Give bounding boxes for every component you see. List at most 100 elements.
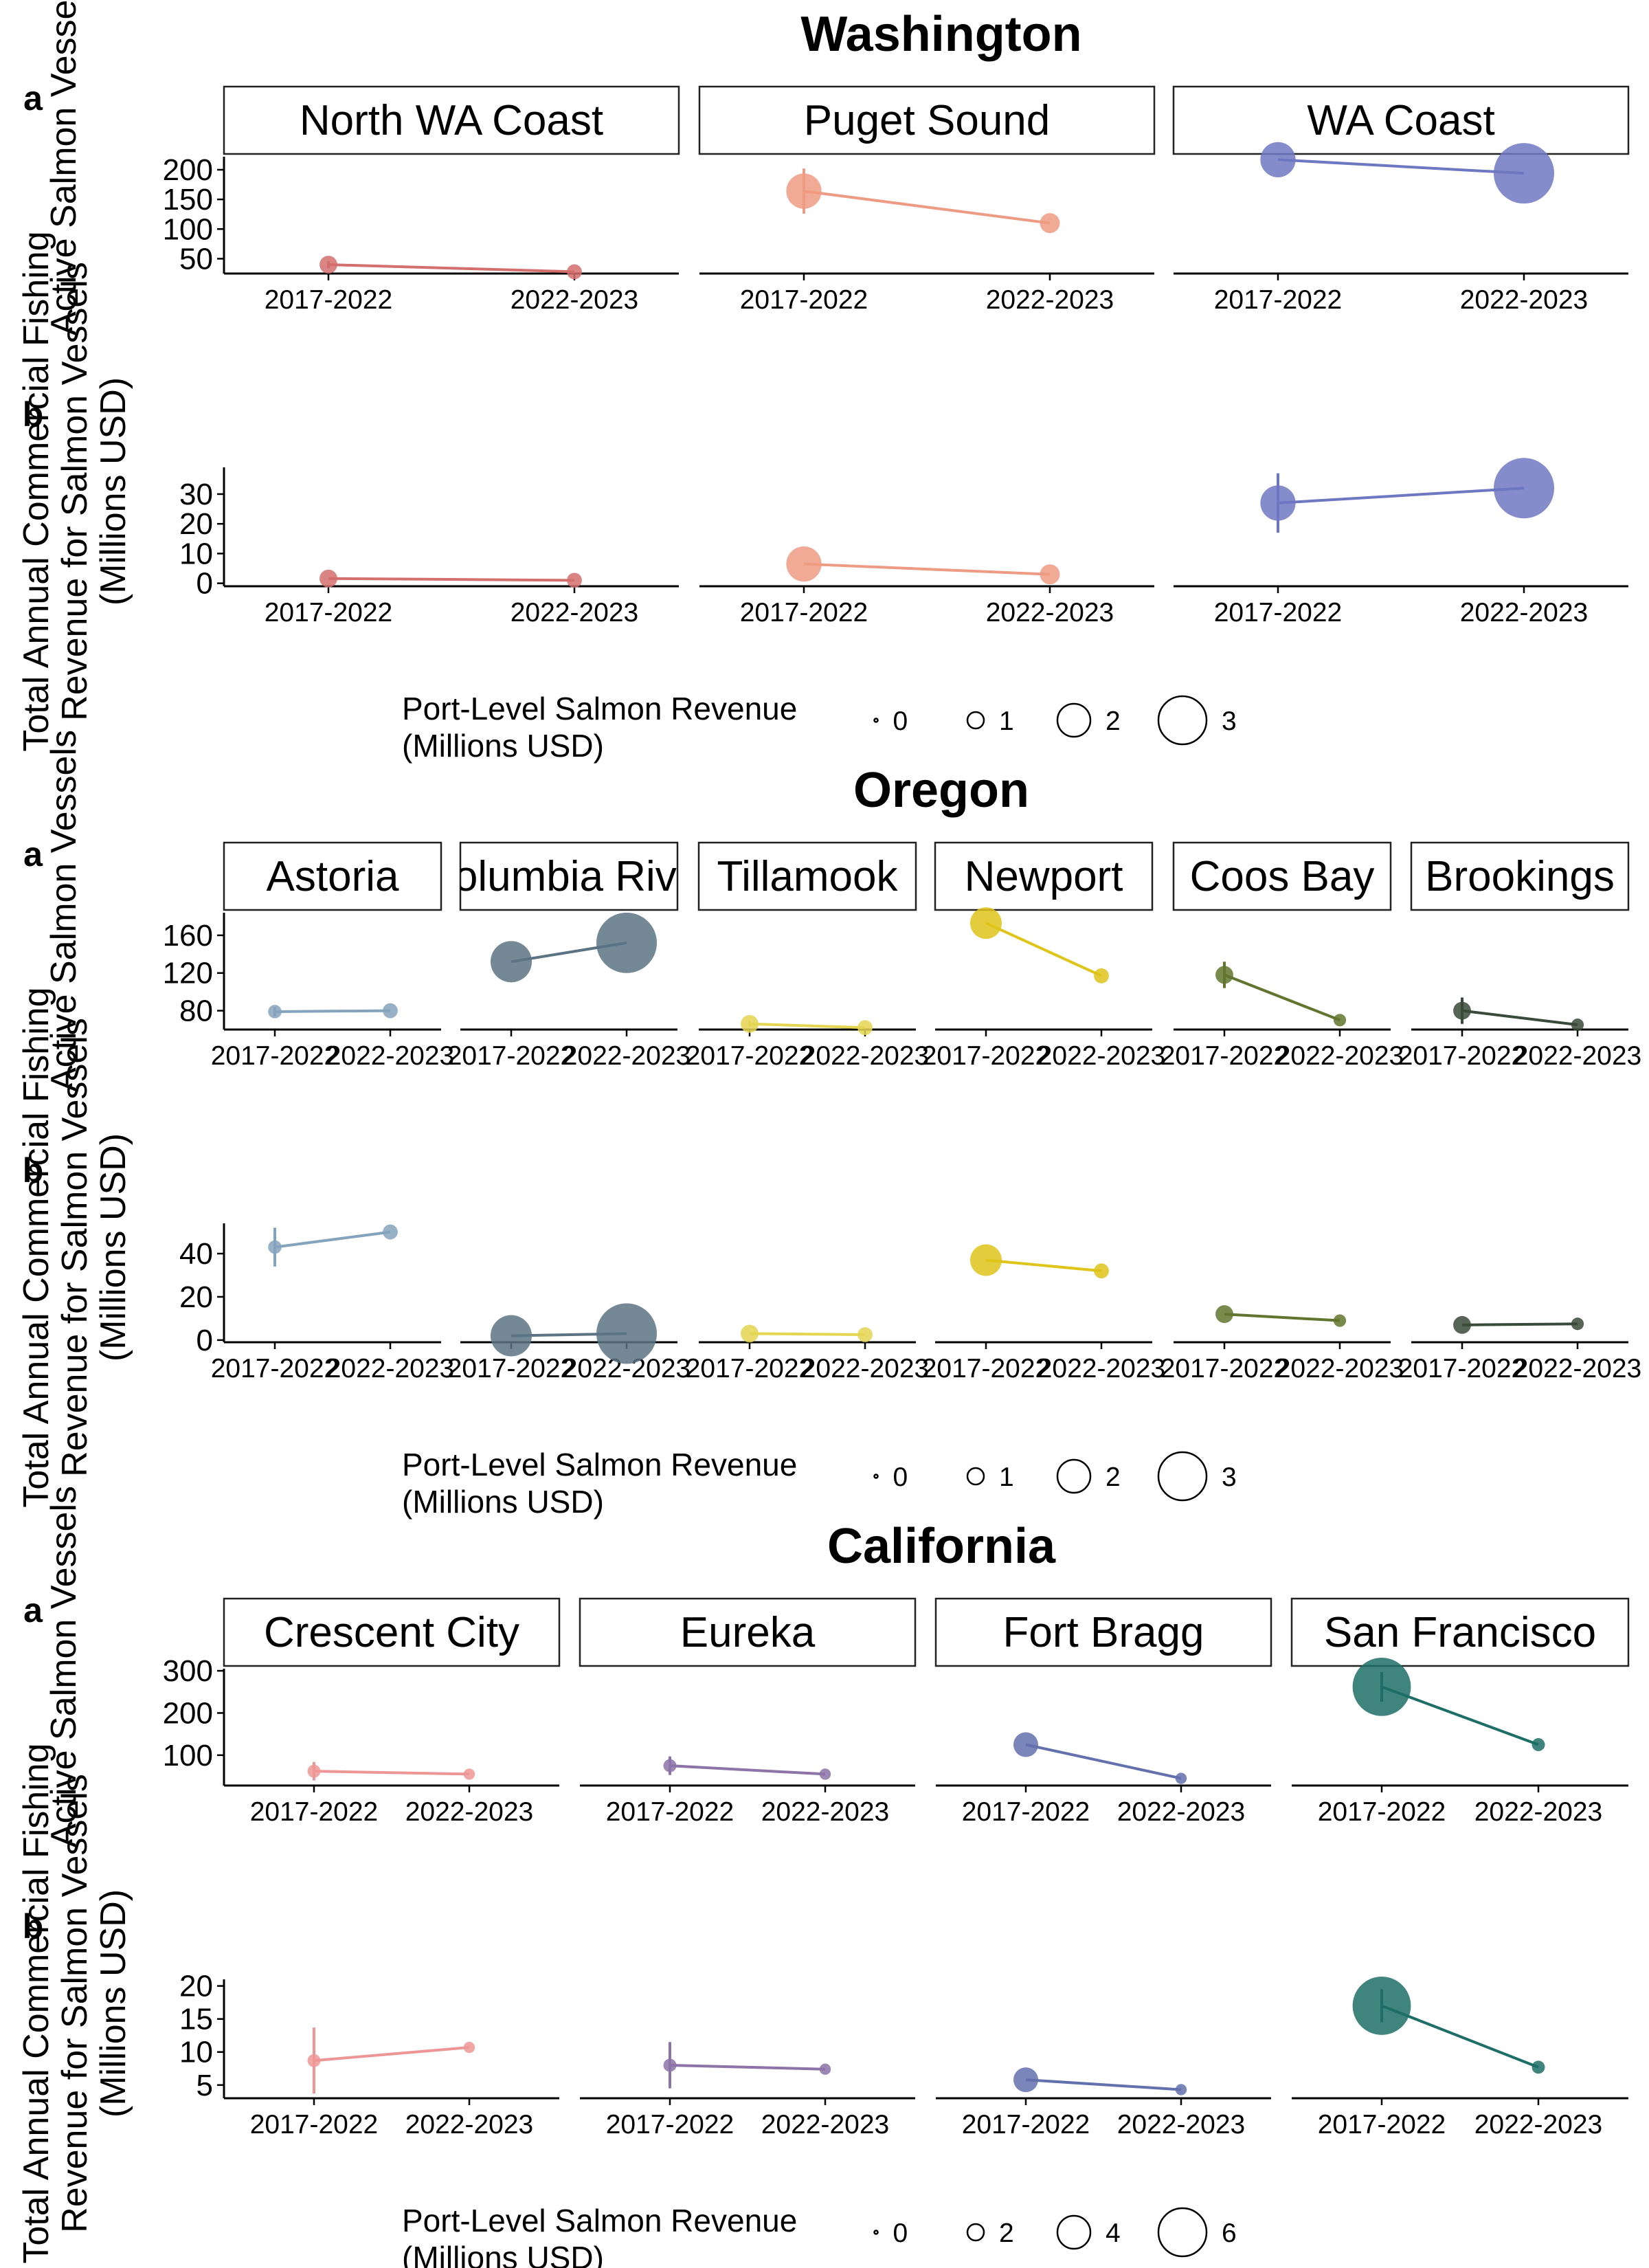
data-point: [1352, 1977, 1411, 2035]
panel-brookings: Brookings2017-20222022-20232017-20222022…: [1398, 841, 1641, 1383]
x-tick-label: 2022-2023: [1460, 285, 1589, 315]
x-tick-label: 2022-2023: [801, 1354, 930, 1383]
strip-box: [223, 85, 680, 155]
legend-label: 6: [1222, 2219, 1237, 2248]
data-point: [857, 1020, 873, 1036]
data-point: [1175, 1772, 1187, 1784]
data-point: [1094, 1263, 1109, 1279]
y-axis-label-line: Revenue for Salmon Vessels: [55, 1774, 95, 2233]
x-tick-label: 2022-2023: [1117, 1797, 1246, 1827]
data-point: [596, 912, 657, 973]
strip-box: [1290, 1597, 1630, 1667]
legend-title: Port-Level Salmon Revenue (Millions USD): [402, 691, 797, 764]
data-point: [268, 1005, 282, 1019]
panel-letter-a: a: [23, 79, 43, 118]
strip-label: Tillamook: [717, 853, 899, 900]
y-tick-label: 0: [197, 1324, 213, 1357]
strip-box: [697, 841, 917, 911]
legend-circle: [1157, 2207, 1208, 2258]
x-tick-label: 2022-2023: [801, 1041, 930, 1071]
data-point: [663, 1759, 677, 1772]
data-point: [1453, 1001, 1471, 1020]
panel-eureka: Eureka 2017-2022 2022-2023 2017-2022 2022-20…: [579, 1597, 917, 2139]
panel-coos-bay: Coos Bay2017-20222022-20232017-20222022-…: [1160, 841, 1404, 1383]
y-tick-label: 20: [179, 1280, 213, 1314]
panel-letter-a: a: [23, 1591, 43, 1630]
y-axis-label-line: (Millions USD): [93, 1133, 133, 1361]
x-tick-label: 2017-2022: [250, 2110, 379, 2139]
x-tick-label: 2017-2022: [1160, 1041, 1289, 1071]
y-axis-label-a: Active Salmon Vessels: [44, 730, 84, 1091]
strip-label: WA Coast: [1307, 97, 1494, 144]
legend-title: Port-Level Salmon Revenue (Millions USD): [402, 2203, 797, 2268]
x-tick-label: 2017-2022: [265, 598, 393, 627]
x-tick-label: 2017-2022: [1398, 1041, 1527, 1071]
data-point: [596, 1303, 657, 1364]
data-point: [1494, 143, 1554, 204]
y-tick-label: 50: [179, 242, 213, 276]
series-line: [1224, 1313, 1340, 1322]
legend-circle: [1157, 1451, 1208, 1502]
y-axis-label-a: Active Salmon Vessels: [44, 0, 84, 335]
panel-letter-a: a: [23, 835, 43, 874]
data-point: [1352, 1658, 1411, 1716]
x-tick-label: 2022-2023: [511, 285, 639, 315]
y-tick-label: 200: [163, 153, 213, 187]
panel-newport: Newport2017-20222022-20232017-20222022-2…: [922, 841, 1166, 1383]
x-tick-label: 2022-2023: [986, 598, 1114, 627]
strip-box: [934, 841, 1154, 911]
data-point: [1571, 1019, 1584, 1032]
x-tick-label: 2017-2022: [250, 1797, 379, 1827]
data-point: [383, 1224, 398, 1240]
data-point: [1040, 564, 1060, 585]
data-point: [1453, 1315, 1471, 1334]
strip-box: [223, 1597, 561, 1667]
legend-circle: [1056, 2214, 1092, 2250]
strip-box: [698, 85, 1156, 155]
series-line: [1025, 2078, 1182, 2091]
y-tick-label: 300: [163, 1654, 213, 1688]
x-tick-label: 2022-2023: [511, 598, 639, 627]
strip-box: [459, 841, 679, 911]
x-tick-label: 2022-2023: [1117, 2110, 1246, 2139]
panel-tillamook: Tillamook2017-20222022-20232017-20222022…: [686, 841, 930, 1383]
x-tick-label: 2017-2022: [606, 2110, 734, 2139]
data-point: [490, 941, 532, 983]
legend-circle: [873, 1474, 879, 1479]
data-point: [463, 1768, 475, 1780]
legend-circle: [1056, 702, 1092, 738]
series-line: [1277, 158, 1525, 175]
panel-puget-sound: Puget Sound 2017-2022 2022-2023 2017-2022 20…: [698, 85, 1156, 627]
data-point: [319, 569, 337, 588]
strip-box: [579, 1597, 917, 1667]
series-line: [313, 2046, 470, 2063]
y-tick-label: 20: [179, 507, 213, 541]
x-tick-label: 2022-2023: [1474, 2110, 1603, 2139]
y-axis-label-line: Active Salmon Vessels: [44, 730, 84, 1091]
strip-label: Coos Bay: [1190, 853, 1375, 900]
data-point: [463, 2041, 475, 2054]
series-line: [1277, 487, 1525, 504]
data-point: [786, 546, 822, 582]
y-tick-label: 120: [163, 957, 213, 990]
x-tick-label: 2017-2022: [1214, 598, 1343, 627]
y-axis-label-line: Revenue for Salmon Vessels: [55, 1018, 95, 1477]
x-tick-label: 2017-2022: [740, 598, 868, 627]
series-line: [669, 1764, 826, 1776]
y-tick-label: 30: [179, 478, 213, 511]
data-point: [567, 264, 582, 280]
data-point: [307, 1764, 321, 1778]
data-point: [1571, 1318, 1584, 1331]
x-tick-label: 2022-2023: [1460, 598, 1589, 627]
legend-circle: [873, 2230, 879, 2235]
strip-box: [1172, 85, 1630, 155]
legend-title-line: (Millions USD): [402, 2240, 604, 2268]
y-tick-label: 200: [163, 1696, 213, 1730]
data-point: [819, 1768, 831, 1780]
x-tick-label: 2022-2023: [1037, 1354, 1166, 1383]
strip-label: Crescent City: [264, 1609, 519, 1656]
x-tick-label: 2017-2022: [686, 1354, 814, 1383]
data-point: [1094, 968, 1109, 983]
data-point: [741, 1014, 759, 1033]
